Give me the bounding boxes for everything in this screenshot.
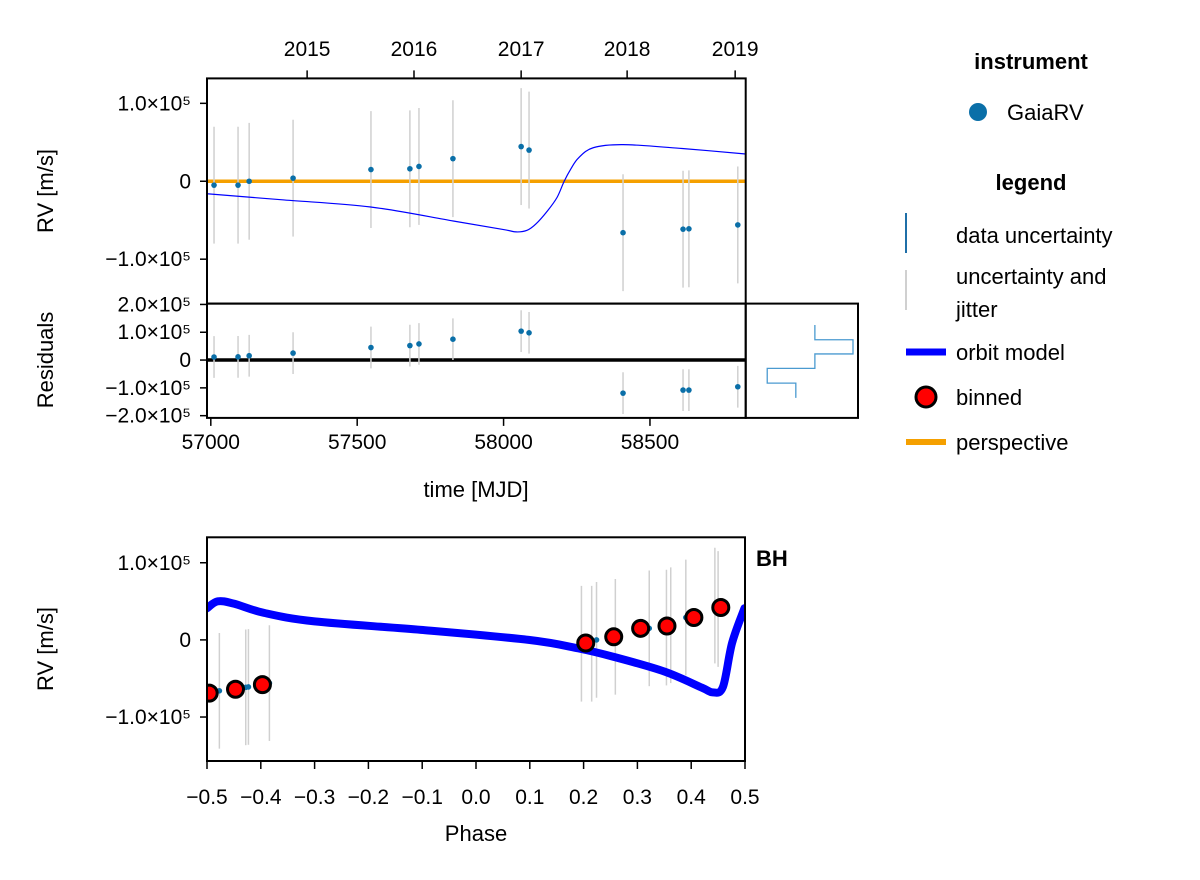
y-tick-label: −1.0×10⁵ bbox=[105, 377, 191, 400]
legend-label-jitter-line2: jitter bbox=[955, 297, 998, 322]
year-tick-label: 2019 bbox=[712, 38, 759, 61]
rv-data-point bbox=[686, 225, 692, 232]
phase-plot-area bbox=[207, 547, 745, 749]
y-tick-label: 1.0×10⁵ bbox=[117, 92, 191, 115]
binned-point bbox=[604, 627, 624, 647]
x-tick-label: 58000 bbox=[474, 431, 532, 454]
y-tick-label: −2.0×10⁵ bbox=[105, 405, 191, 428]
x-tick-label: 0.4 bbox=[677, 786, 707, 809]
x-tick-label: 0.0 bbox=[461, 786, 490, 809]
x-axis-label: time [MJD] bbox=[423, 477, 528, 502]
residual-data-point bbox=[620, 390, 626, 396]
rv-data-point bbox=[246, 178, 252, 185]
rv-data-point bbox=[290, 175, 296, 181]
legend-label-binned: binned bbox=[956, 385, 1022, 410]
binned-point bbox=[684, 608, 704, 628]
y-tick-label: −1.0×10⁵ bbox=[105, 248, 191, 271]
rv-data-point bbox=[620, 229, 626, 236]
legend-label-orbit-model: orbit model bbox=[956, 340, 1065, 365]
phase-data-point bbox=[593, 637, 600, 643]
residual-data-point bbox=[734, 383, 741, 390]
y-tick-label: 2.0×10⁵ bbox=[117, 293, 191, 316]
panel-title: BH bbox=[756, 546, 788, 571]
rv-data-point bbox=[518, 143, 524, 150]
x-tick-label: 57500 bbox=[328, 431, 386, 454]
x-tick-label: 0.3 bbox=[623, 786, 652, 809]
x-tick-label: 0.5 bbox=[730, 786, 759, 809]
phase-data-point bbox=[245, 684, 252, 690]
x-tick-label: 58500 bbox=[621, 431, 679, 454]
phase-frame bbox=[206, 536, 746, 762]
residual-data-point bbox=[518, 328, 524, 334]
rv-time-frame bbox=[206, 77, 747, 305]
legend-label-perspective: perspective bbox=[956, 430, 1069, 455]
binned-point bbox=[576, 633, 596, 653]
orbit-model-line bbox=[207, 144, 746, 233]
rv-data-point bbox=[368, 166, 374, 173]
residual-data-point bbox=[686, 387, 692, 393]
y-tick-label: 1.0×10⁵ bbox=[117, 552, 191, 575]
binned-point bbox=[711, 597, 731, 617]
y-tick-label: 1.0×10⁵ bbox=[117, 321, 191, 344]
residual-data-point bbox=[246, 352, 252, 359]
rv-data-point bbox=[680, 226, 686, 232]
binned-marker-icon bbox=[914, 385, 938, 409]
residual-data-point bbox=[368, 344, 374, 351]
residual-data-point bbox=[450, 336, 456, 342]
residual-data-point bbox=[235, 354, 241, 360]
phase-orbit-model bbox=[207, 597, 745, 697]
binned-point bbox=[207, 683, 219, 703]
residual-data-point bbox=[416, 341, 422, 347]
residual-data-point bbox=[407, 342, 413, 349]
legend-label-gaiarv: GaiaRV bbox=[1007, 100, 1084, 125]
y-tick-label: −1.0×10⁵ bbox=[105, 706, 191, 729]
residual-data-point bbox=[290, 350, 296, 356]
x-tick-label: −0.3 bbox=[294, 786, 335, 809]
residual-data-point bbox=[211, 354, 217, 360]
rv-data-point bbox=[407, 165, 413, 172]
residual-data-point bbox=[680, 387, 686, 393]
circle-marker-icon bbox=[969, 103, 987, 121]
y-axis-label: RV [m/s] bbox=[33, 149, 58, 233]
rv-time-plot-area bbox=[207, 88, 746, 292]
x-axis-label: Phase bbox=[445, 821, 507, 846]
binned-point bbox=[657, 616, 677, 636]
residual-histogram bbox=[766, 325, 854, 398]
y-axis-label: RV [m/s] bbox=[33, 607, 58, 691]
rv-data-point bbox=[450, 155, 456, 162]
y-tick-label: 0 bbox=[179, 170, 191, 193]
x-tick-label: 57000 bbox=[182, 431, 240, 454]
year-tick-label: 2018 bbox=[604, 38, 651, 61]
rv-data-point bbox=[211, 182, 217, 188]
rv-data-point bbox=[734, 222, 741, 228]
year-tick-label: 2017 bbox=[498, 38, 545, 61]
year-tick-label: 2015 bbox=[284, 38, 331, 61]
x-tick-label: −0.1 bbox=[401, 786, 442, 809]
y-tick-label: 0 bbox=[179, 629, 191, 652]
binned-point bbox=[631, 618, 651, 638]
legend-label-data-uncertainty: data uncertainty bbox=[956, 223, 1113, 248]
legend-label-jitter-line1: uncertainty and bbox=[956, 264, 1106, 289]
legend-title: legend bbox=[996, 170, 1067, 195]
x-tick-label: 0.1 bbox=[515, 786, 544, 809]
residuals-axis-label: Residuals bbox=[33, 312, 58, 409]
x-tick-label: 0.2 bbox=[569, 786, 598, 809]
legend-instrument-title: instrument bbox=[974, 49, 1088, 74]
residual-data-point bbox=[526, 330, 532, 336]
year-tick-label: 2016 bbox=[391, 38, 438, 61]
rv-data-point bbox=[526, 147, 532, 153]
rv-data-point bbox=[416, 163, 422, 170]
x-tick-label: −0.5 bbox=[186, 786, 227, 809]
histogram-frame bbox=[744, 302, 860, 419]
binned-point bbox=[226, 679, 246, 699]
y-tick-label: 0 bbox=[179, 349, 191, 372]
residuals-plot-area bbox=[207, 310, 746, 415]
x-tick-label: −0.4 bbox=[240, 786, 282, 809]
rv-data-point bbox=[235, 182, 241, 188]
x-tick-label: −0.2 bbox=[348, 786, 389, 809]
binned-point bbox=[252, 675, 272, 695]
